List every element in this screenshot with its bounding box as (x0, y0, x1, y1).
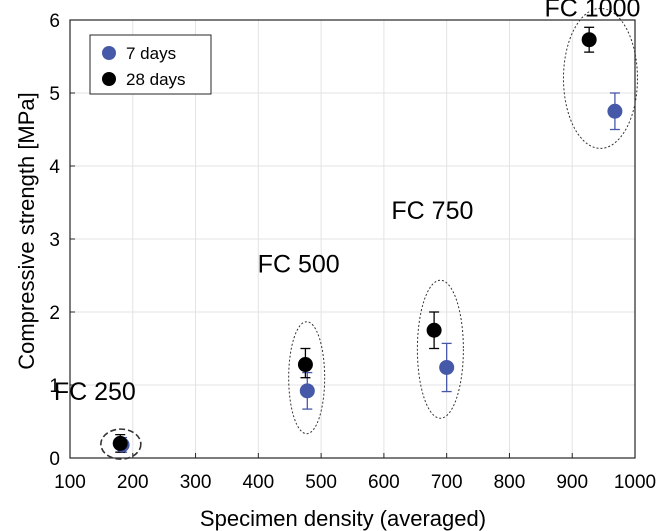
y-axis-title: Compressive strength [MPa] (14, 92, 39, 370)
group-labels: FC 250 FC 500 FC 750 FC 1000 (54, 0, 641, 406)
group-ellipse-fc-1000 (562, 7, 638, 149)
point-28-days (297, 357, 313, 373)
y-tick-label: 6 (49, 11, 60, 32)
group-label-fc-1000: FC 1000 (545, 0, 641, 22)
y-tick-label: 0 (49, 449, 60, 470)
x-tick-label: 400 (242, 472, 274, 493)
x-tick-label: 500 (305, 472, 337, 493)
y-tick-label: 4 (49, 157, 60, 178)
tick-labels: 100 200 300 400 500 600 700 800 900 1000 0 1 2 3 4 5 6 (49, 11, 656, 493)
point-7-days (299, 383, 315, 399)
x-tick-label: 300 (180, 472, 212, 493)
x-tick-label: 700 (431, 472, 463, 493)
legend-marker-28-days (102, 72, 116, 86)
plot-area-frame (69, 19, 636, 459)
group-label-fc-750: FC 750 (391, 197, 473, 225)
point-28-days (581, 32, 597, 48)
legend-label-28-days: 28 days (126, 70, 186, 89)
y-tick-label: 3 (49, 230, 60, 251)
x-tick-label: 100 (54, 472, 86, 493)
point-28-days (426, 322, 442, 338)
point-7-days (439, 359, 455, 375)
x-tick-label: 600 (368, 472, 400, 493)
group-ellipse-fc-750 (416, 279, 464, 419)
x-tick-label: 1000 (614, 472, 656, 493)
group-label-fc-250: FC 250 (54, 378, 136, 406)
point-28-days (112, 435, 128, 451)
y-tick-label: 5 (49, 84, 60, 105)
data-points (112, 32, 623, 453)
legend: 7 days 28 days (89, 34, 212, 95)
x-tick-label: 900 (556, 472, 588, 493)
point-7-days (607, 103, 623, 119)
legend-marker-7-days (102, 46, 116, 60)
x-tick-label: 200 (117, 472, 149, 493)
group-ellipse-fc-250 (100, 428, 142, 460)
y-tick-label: 1 (49, 376, 60, 397)
group-label-fc-500: FC 500 (258, 251, 340, 279)
y-tick-label: 2 (49, 303, 60, 324)
group-ellipse-fc-500 (288, 321, 326, 435)
x-axis-title: Specimen density (averaged) (200, 506, 486, 531)
legend-label-7-days: 7 days (126, 44, 176, 63)
group-ellipses (100, 7, 638, 460)
x-tick-label: 800 (494, 472, 526, 493)
